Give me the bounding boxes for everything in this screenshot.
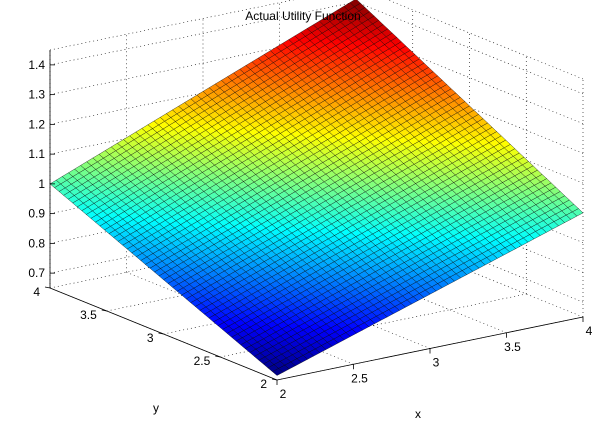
y-tick-label: 2 [260, 377, 267, 391]
x-tick-label: 2.5 [351, 371, 368, 385]
back-wall-grid-z [49, 1, 357, 66]
z-tick-label: 0.8 [28, 236, 45, 250]
y-tick-label: 4 [33, 285, 40, 299]
z-tick-label: 1.1 [28, 147, 45, 161]
side-wall-grid-z [355, 1, 584, 95]
z-tick-label: 1.4 [28, 58, 45, 72]
y-tick [44, 286, 51, 289]
y-tick-label: 3 [147, 331, 154, 345]
z-tick-label: 0.7 [28, 266, 45, 280]
z-tick-label: 0.9 [28, 207, 45, 221]
y-tick-label: 3.5 [80, 308, 97, 322]
y-tick-label: 2.5 [194, 354, 211, 368]
z-tick-label: 1 [38, 177, 45, 191]
x-tick-label: 3.5 [504, 340, 521, 354]
y-tick [158, 332, 164, 335]
side-wall-top [387, 0, 584, 80]
y-axis-label: y [153, 401, 159, 415]
y-tick [215, 355, 221, 358]
y-tick [271, 378, 278, 381]
x-tick-label: 4 [586, 324, 593, 338]
z-tick-label: 1.2 [28, 117, 45, 131]
back-wall-top [49, 0, 295, 51]
x-axis-label: x [415, 407, 421, 421]
axis-ticks: 2 2.5 3 3.5 4 2 2.5 3 3.5 4 0.7 0.8 0.9 1 1.1 1.2 1.3 1.4 [28, 50, 593, 401]
surface-cell [272, 368, 284, 376]
chart-title: Actual Utility Function [245, 9, 360, 23]
x-tick-label: 2 [280, 387, 287, 401]
y-tick [101, 309, 107, 312]
x-tick-label: 3 [433, 356, 440, 370]
surface-mesh [49, 0, 584, 376]
z-tick-label: 1.3 [28, 88, 45, 102]
